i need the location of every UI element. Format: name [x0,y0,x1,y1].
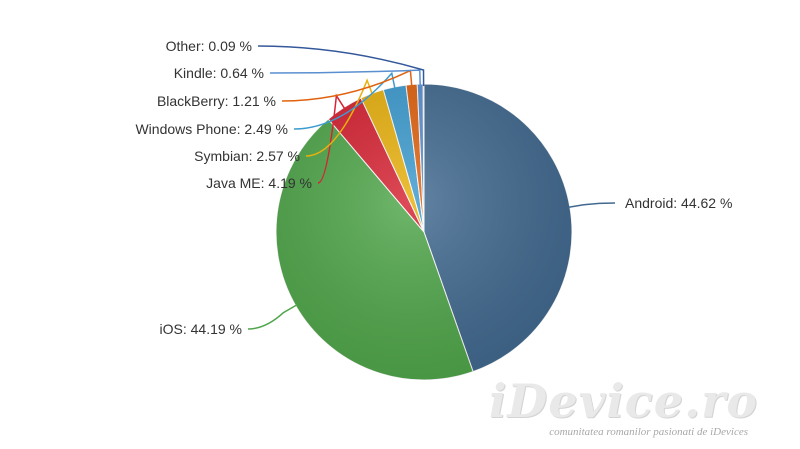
watermark-tagline: comunitatea romanilor pasionati de iDevi… [549,426,748,438]
connector-windows-phone [293,71,396,130]
connector-kindle [269,69,421,87]
connector-android [567,202,616,209]
slice-label-windows-phone: Windows Phone: 2.49 % [135,121,288,137]
slice-label-symbian: Symbian: 2.57 % [194,148,300,164]
slice-label-kindle: Kindle: 0.64 % [174,65,264,81]
connector-blackberry [281,69,413,102]
watermark: iDevice.ro comunitatea romanilor pasiona… [489,378,758,438]
watermark-logo: iDevice.ro [488,374,758,428]
connector-symbian [305,78,374,157]
connector-other [257,45,425,87]
slice-label-java-me: Java ME: 4.19 % [206,175,312,191]
connector-java-me [317,93,346,184]
slice-label-other: Other: 0.09 % [166,38,252,54]
slice-label-ios: iOS: 44.19 % [160,321,243,337]
slice-label-android: Android: 44.62 % [625,195,732,211]
connector-ios [247,303,298,330]
slice-label-blackberry: BlackBerry: 1.21 % [157,93,276,109]
